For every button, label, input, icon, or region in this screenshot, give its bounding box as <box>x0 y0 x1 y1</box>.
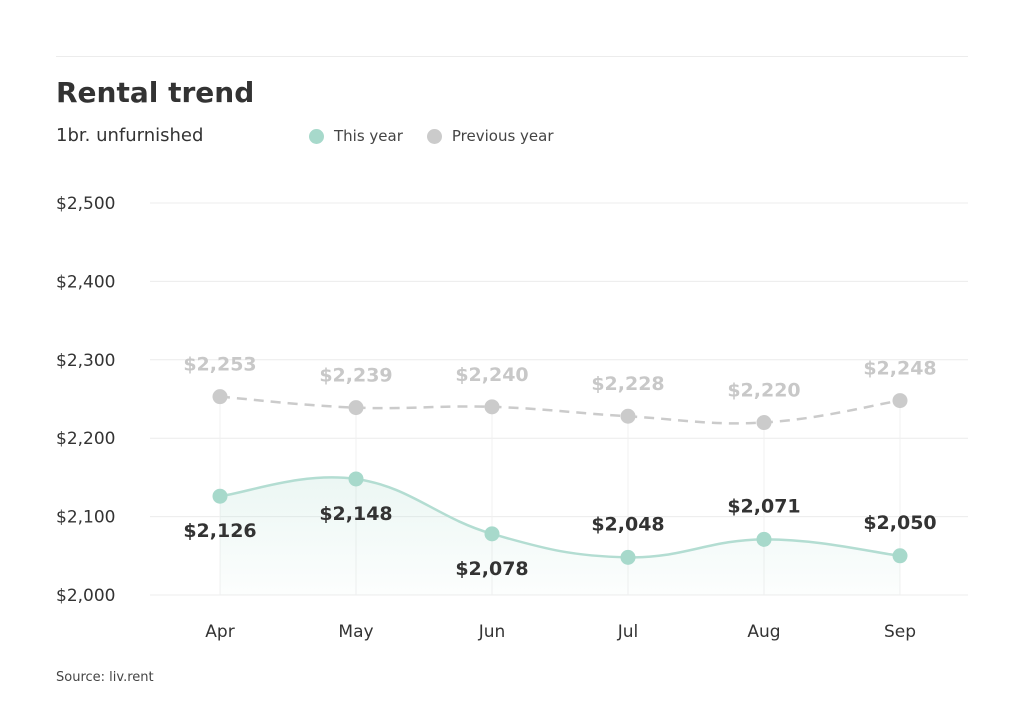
point-this-year <box>484 526 500 542</box>
point-previous-year <box>892 393 908 409</box>
x-tick-label: Jun <box>478 622 506 642</box>
x-tick-label: Aug <box>747 622 780 642</box>
point-this-year <box>212 488 228 504</box>
legend-item-this-year: This year <box>309 127 403 145</box>
top-divider <box>56 56 968 57</box>
point-previous-year <box>620 408 636 424</box>
x-tick-label: Jul <box>617 622 639 642</box>
source-note: Source: liv.rent <box>56 670 154 685</box>
legend-label-previous-year: Previous year <box>451 127 554 145</box>
point-this-year <box>620 549 636 565</box>
y-tick-label: $2,500 <box>56 194 115 214</box>
legend-label-this-year: This year <box>334 127 403 145</box>
point-previous-year <box>484 399 500 415</box>
y-tick-label: $2,000 <box>56 586 115 606</box>
y-tick-label: $2,200 <box>56 429 115 449</box>
legend-swatch-this-year <box>309 128 324 144</box>
point-this-year <box>892 548 908 564</box>
data-label-previous-year: $2,248 <box>863 358 936 380</box>
x-tick-label: May <box>338 622 373 642</box>
series-this-year-line <box>219 476 901 559</box>
legend-swatch-previous-year <box>426 128 442 144</box>
point-this-year <box>348 471 364 487</box>
point-previous-year <box>212 389 228 405</box>
data-label-this-year: $2,078 <box>455 558 528 580</box>
x-tick-label: Sep <box>884 622 916 642</box>
chart-title: Rental trend <box>56 76 255 109</box>
y-tick-label: $2,100 <box>56 508 115 528</box>
series-previous-year-line <box>219 395 901 425</box>
point-this-year <box>756 531 772 547</box>
data-label-this-year: $2,148 <box>319 503 392 525</box>
data-label-this-year: $2,050 <box>863 512 936 534</box>
legend: This year Previous year <box>309 127 578 145</box>
data-label-previous-year: $2,253 <box>183 354 256 376</box>
x-tick-label: Apr <box>205 622 234 642</box>
chart-subtitle: 1br. unfurnished <box>56 125 204 146</box>
data-label-this-year: $2,071 <box>727 495 800 517</box>
point-previous-year <box>756 415 772 431</box>
data-label-this-year: $2,126 <box>183 520 256 542</box>
y-tick-label: $2,300 <box>56 351 115 371</box>
point-previous-year <box>348 400 364 416</box>
data-label-previous-year: $2,240 <box>455 364 528 386</box>
y-tick-label: $2,400 <box>56 272 115 292</box>
legend-item-previous-year: Previous year <box>426 127 554 145</box>
data-label-previous-year: $2,220 <box>727 380 800 402</box>
data-label-previous-year: $2,239 <box>319 365 392 387</box>
data-label-previous-year: $2,228 <box>591 373 664 395</box>
series-this-year-area <box>220 477 900 595</box>
data-label-this-year: $2,048 <box>591 513 664 535</box>
